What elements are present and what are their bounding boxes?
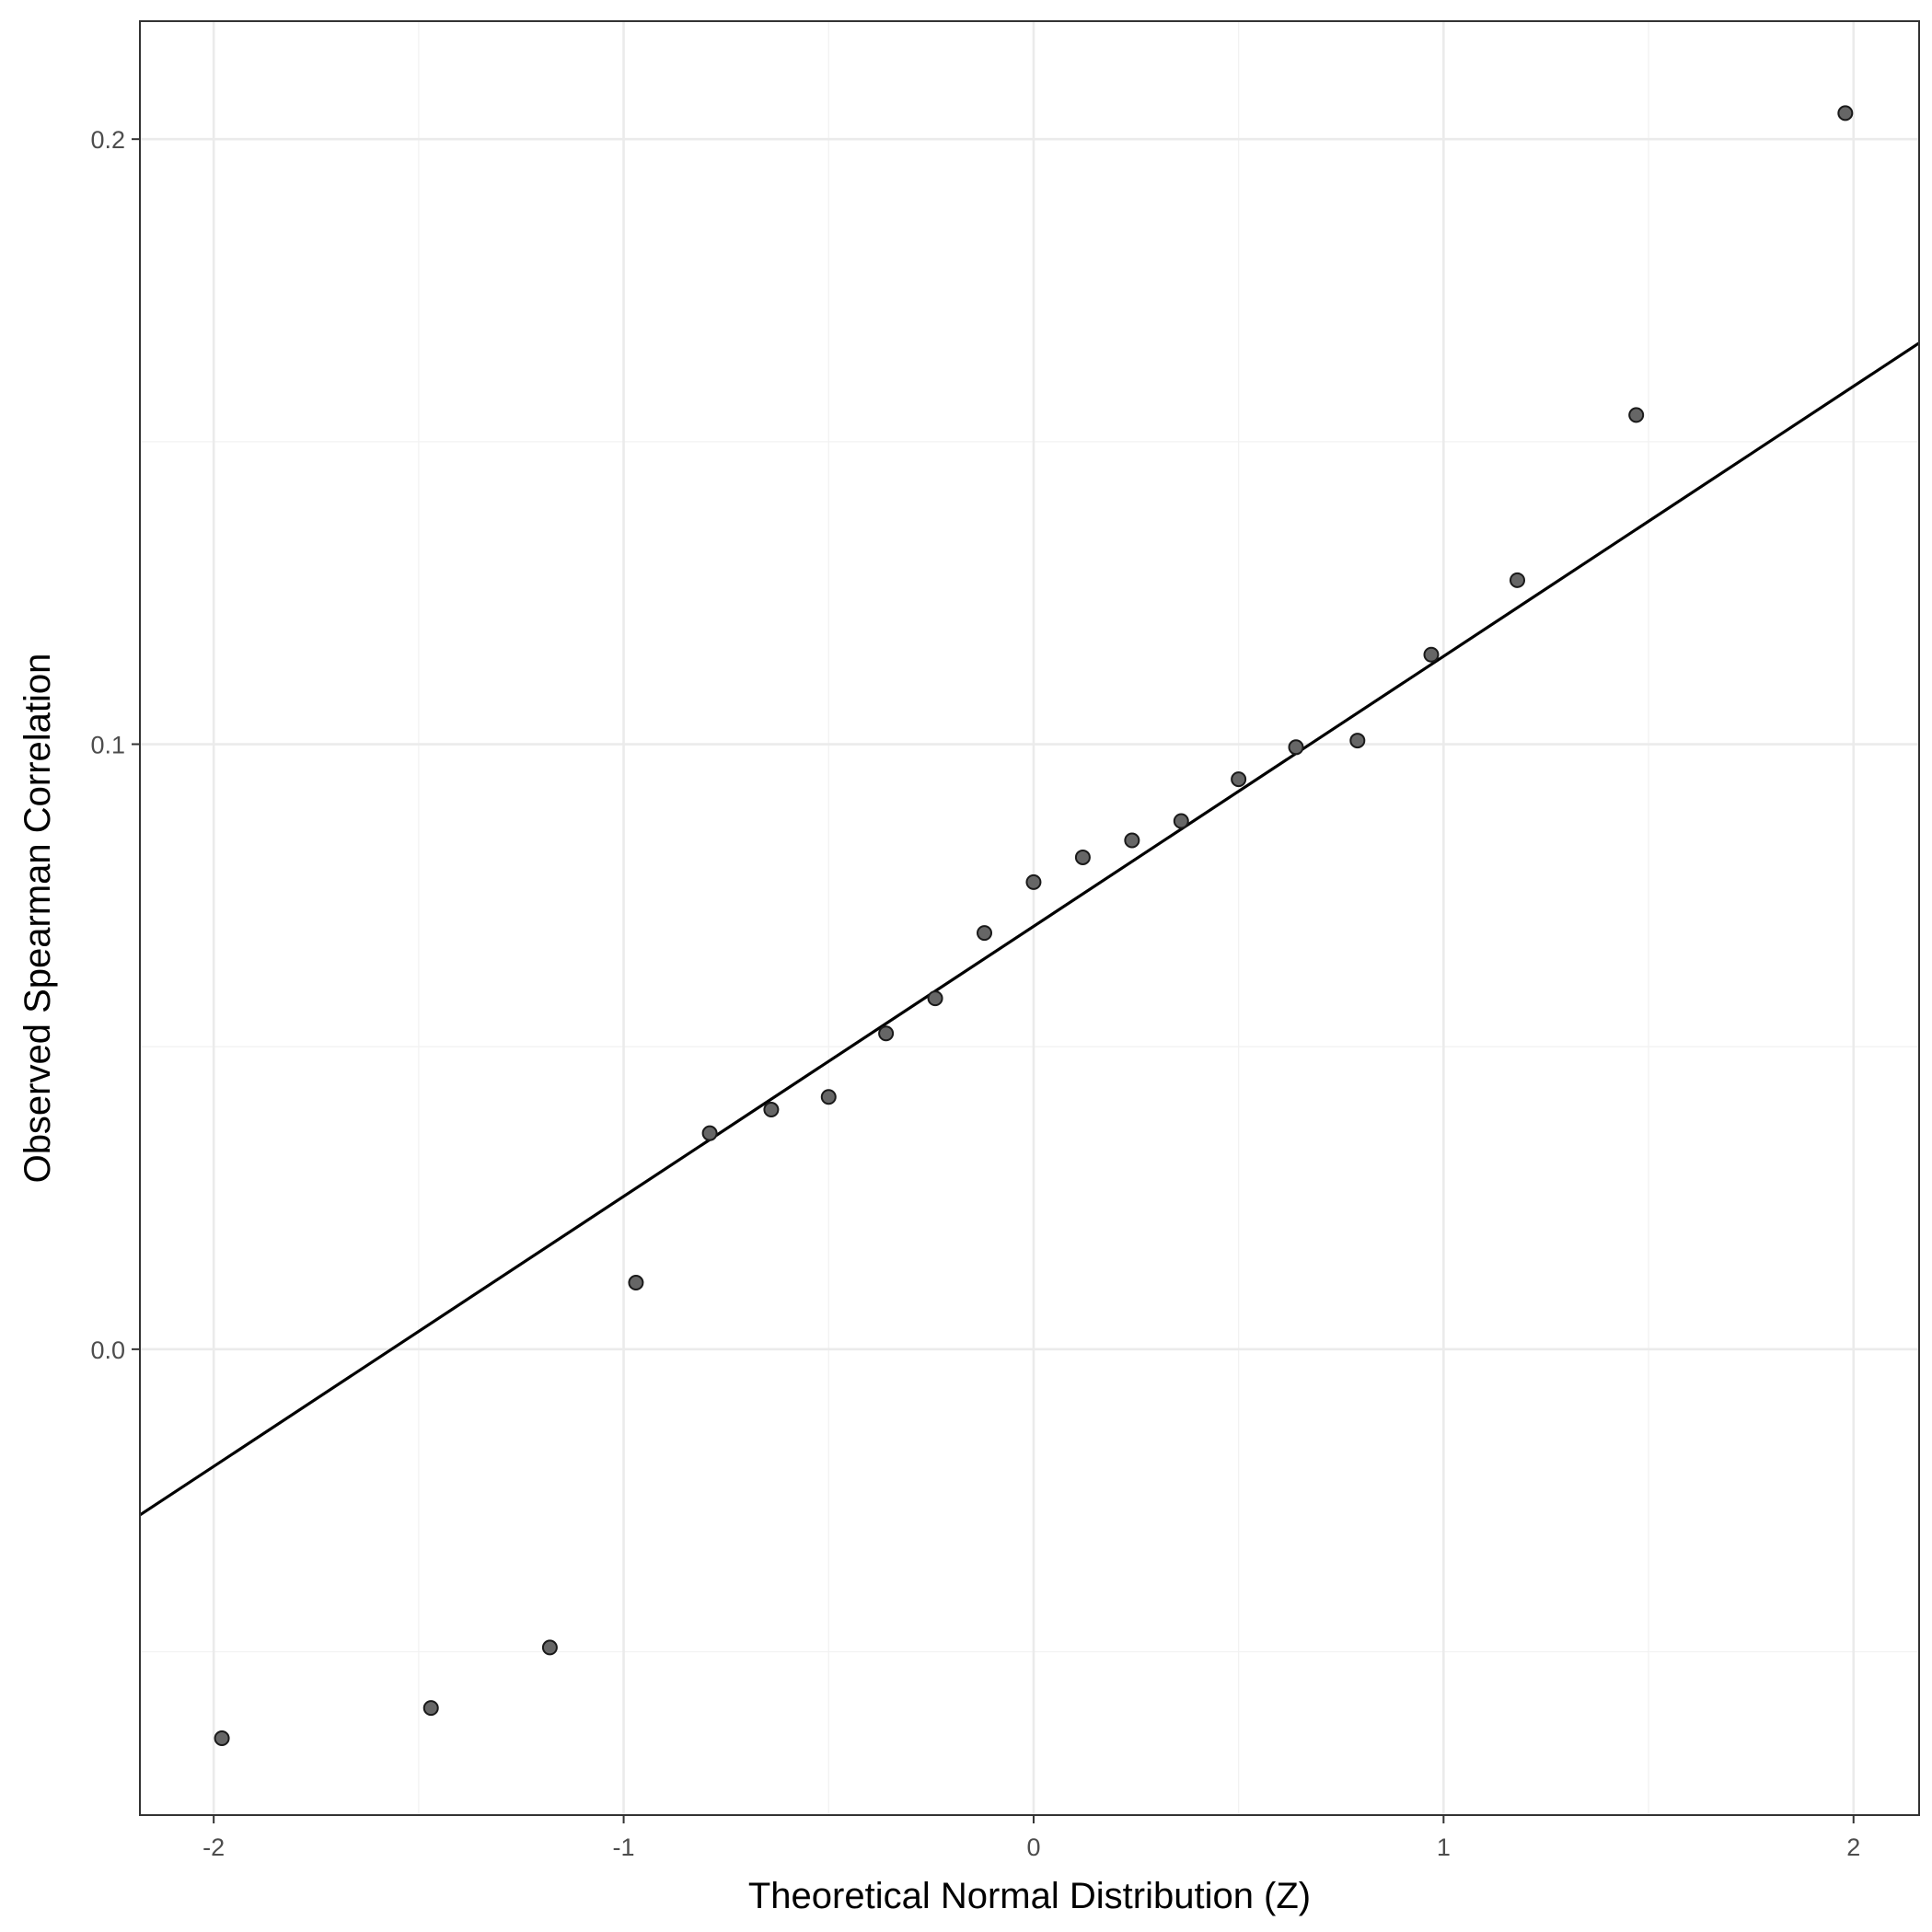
data-point [977, 925, 993, 942]
reference-line-group [139, 341, 1920, 1517]
data-point [820, 1089, 837, 1105]
y-tick-label: 0.0 [90, 1336, 125, 1364]
data-point [1173, 813, 1189, 829]
x-tick-label: -2 [202, 1834, 225, 1861]
data-point [1288, 739, 1304, 756]
data-point [1423, 646, 1440, 663]
data-points [214, 105, 1854, 1747]
data-point [1231, 771, 1247, 788]
data-point [1349, 733, 1366, 749]
data-point [422, 1700, 439, 1717]
y-tick-label: 0.1 [90, 732, 125, 759]
data-point [541, 1639, 558, 1656]
x-tick-label: -1 [613, 1834, 635, 1861]
grid-lines [140, 21, 1919, 1815]
reference-line [139, 341, 1920, 1517]
data-point [1025, 873, 1042, 890]
x-tick-label: 0 [1026, 1834, 1040, 1861]
y-tick-label: 0.2 [90, 126, 125, 154]
x-tick-label: 1 [1437, 1834, 1451, 1861]
data-point [1510, 572, 1526, 588]
panel-border [139, 20, 1920, 1816]
x-tick-label: 2 [1846, 1834, 1860, 1861]
data-point [878, 1025, 895, 1042]
data-point [927, 990, 943, 1007]
data-point [1837, 105, 1854, 121]
axes: -2 -1 0 1 2 0.0 0.1 0.2 [90, 126, 1860, 1861]
data-point [214, 1730, 230, 1747]
data-point [763, 1102, 780, 1118]
y-axis-title: Observed Spearman Correlation [17, 654, 58, 1184]
data-point [1074, 849, 1091, 865]
data-point [1628, 407, 1645, 423]
x-axis-title: Theoretical Normal Distribution (Z) [748, 1876, 1311, 1916]
data-point [628, 1275, 644, 1291]
data-point [1124, 832, 1140, 849]
data-point [701, 1125, 718, 1141]
